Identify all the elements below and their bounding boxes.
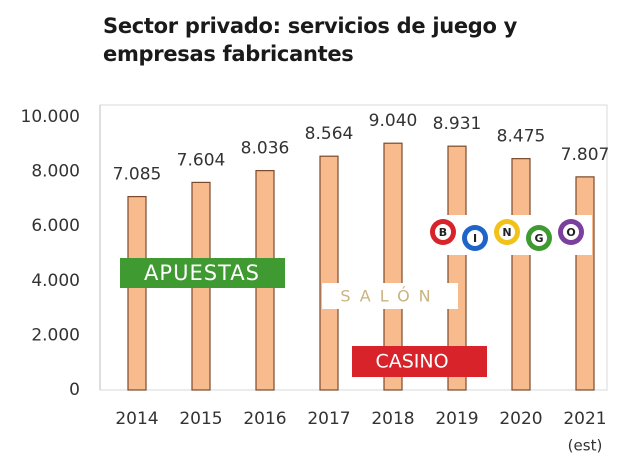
value-label: 7.085 [113,165,162,185]
bingo-ball-center [435,224,451,240]
bingo-letter: I [473,232,477,245]
bingo-letter: B [439,226,447,239]
bar [575,176,595,391]
bar [319,155,339,391]
bingo-ball-center [531,230,547,246]
x-tick-label: 2018 [371,409,414,429]
salon-box [322,283,458,309]
salon-label: SALÓN [340,287,439,306]
x-tick-label: 2016 [243,409,286,429]
value-label: 8.036 [241,139,290,159]
x-tick-label: 2020 [499,409,542,429]
casino-label: CASINO [375,351,448,373]
bar [511,158,531,391]
value-label: 8.564 [305,124,354,144]
value-label: 8.475 [497,127,546,147]
apuestas-box [120,258,285,288]
y-tick-label: 8.000 [31,162,80,182]
x-tick-note: (est) [568,437,603,455]
value-label: 9.040 [369,111,418,131]
value-label: 7.807 [561,145,610,165]
x-tick-label: 2014 [115,409,158,429]
bingo-ball-center [467,230,483,246]
x-tick-label: 2021 [563,409,606,429]
x-tick-label: 2019 [435,409,478,429]
chart-title: Sector privado: servicios de juego y emp… [103,14,518,66]
bar [447,145,467,391]
value-label: 8.931 [433,114,482,134]
value-label: 7.604 [177,150,226,170]
y-tick-label: 6.000 [31,216,80,236]
bar [127,195,147,391]
bingo-letter: N [502,226,511,239]
casino-box [352,346,487,377]
bingo-ball-center [563,224,579,240]
apuestas-label: APUESTAS [144,261,260,285]
x-tick-label: 2017 [307,409,350,429]
y-tick-label: 0 [69,380,80,400]
y-tick-label: 4.000 [31,271,80,291]
y-tick-label: 10.000 [21,107,80,127]
bingo-letter: G [534,232,543,245]
x-tick-label: 2015 [179,409,222,429]
y-tick-label: 2.000 [31,325,80,345]
bingo-letter: O [566,226,575,239]
bar [383,142,403,391]
bingo-ball-center [499,224,515,240]
